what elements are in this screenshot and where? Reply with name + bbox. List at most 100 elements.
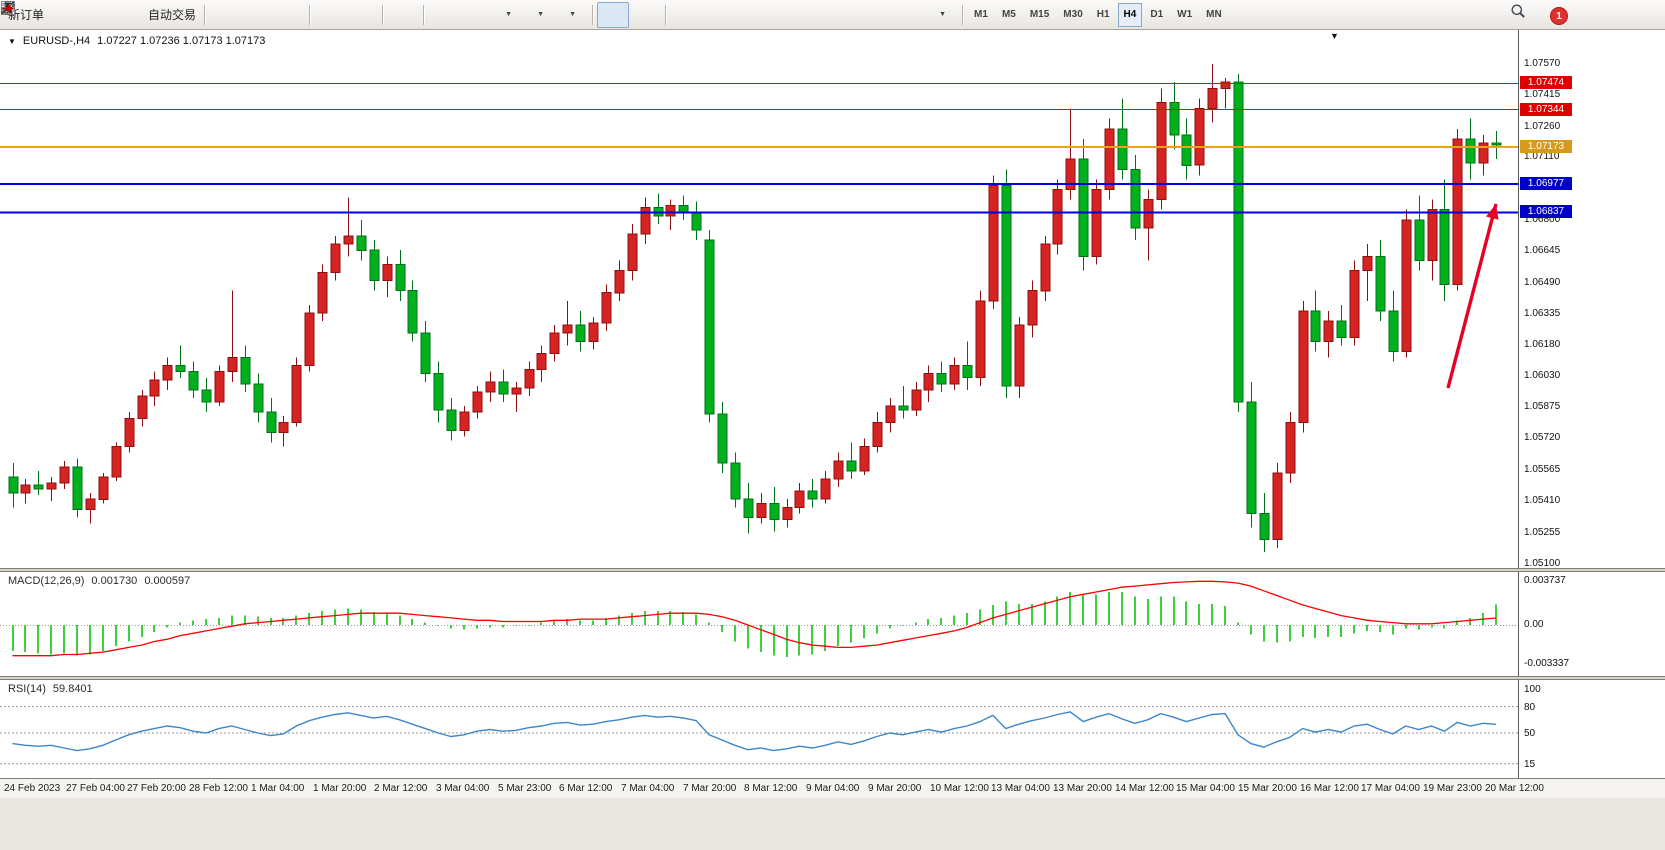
zoom-in-button[interactable] bbox=[2, 2, 346, 28]
candle bbox=[214, 371, 225, 403]
panel-separator[interactable] bbox=[0, 568, 1665, 572]
macd-axis-label: 0.003737 bbox=[1524, 575, 1566, 586]
macd-histogram-bar bbox=[63, 625, 65, 654]
candle bbox=[1272, 472, 1283, 541]
cascade-windows-button[interactable] bbox=[1, 1, 460, 28]
macd-signal-line bbox=[12, 580, 1497, 657]
timeframe-h4-button[interactable]: H4 bbox=[1117, 2, 1143, 27]
search-button[interactable] bbox=[1510, 3, 1542, 29]
indicators-button[interactable]: ▼ bbox=[1, 1, 588, 28]
timeframe-m30-button[interactable]: M30 bbox=[1063, 9, 1083, 20]
candle bbox=[59, 466, 70, 484]
macd-label: MACD(12,26,9) 0.001730 0.000597 bbox=[8, 575, 190, 587]
candle bbox=[1065, 158, 1076, 191]
macd-histogram-bar bbox=[889, 625, 891, 629]
candle bbox=[627, 233, 638, 271]
macd-histogram-bar bbox=[1173, 596, 1175, 625]
arrow-tool-icon bbox=[2, 4, 14, 13]
zoom-out-button[interactable] bbox=[2, 2, 378, 28]
candle bbox=[1362, 255, 1373, 272]
text-button[interactable]: A bbox=[3, 1, 894, 28]
price-axis-label: 1.06030 bbox=[1524, 370, 1561, 381]
candle bbox=[614, 270, 625, 294]
macd-histogram-bar bbox=[1314, 625, 1316, 638]
fibonacci-button[interactable] bbox=[1, 1, 830, 28]
line-chart-button[interactable] bbox=[1, 2, 305, 28]
cursor-button[interactable] bbox=[5, 1, 630, 28]
candle bbox=[911, 389, 922, 411]
candle bbox=[820, 478, 831, 500]
candle bbox=[498, 381, 509, 395]
macd-histogram-bar bbox=[141, 625, 143, 637]
macd-histogram-bar bbox=[850, 625, 852, 643]
macd-histogram-bar bbox=[308, 613, 310, 625]
timeframe-m15-button[interactable]: M15 bbox=[1029, 9, 1050, 20]
macd-histogram-bar bbox=[1456, 620, 1458, 625]
time-axis-label: 27 Feb 04:00 bbox=[66, 783, 125, 794]
chart-menu-caret-icon[interactable]: ▼ bbox=[8, 36, 16, 46]
text-label-button[interactable]: T bbox=[3, 1, 926, 28]
chart-plot-area[interactable] bbox=[0, 30, 1665, 568]
candle bbox=[266, 411, 277, 433]
candle bbox=[343, 235, 354, 245]
macd-histogram-bar bbox=[644, 610, 646, 625]
tile-horizontal-button[interactable] bbox=[1, 1, 492, 28]
macd-histogram-bar bbox=[295, 615, 297, 625]
timeframe-d1-button[interactable]: D1 bbox=[1150, 9, 1164, 20]
candle bbox=[898, 405, 909, 411]
macd-histogram-bar bbox=[1431, 625, 1433, 628]
macd-histogram-bar bbox=[1302, 625, 1304, 637]
macd-histogram-bar bbox=[424, 622, 426, 625]
crosshair-button[interactable] bbox=[1, 1, 661, 28]
candle bbox=[536, 353, 547, 371]
equidistant-channel-button[interactable] bbox=[0, 1, 798, 28]
macd-histogram-bar bbox=[682, 612, 684, 625]
period-button[interactable]: ▼ bbox=[1, 1, 556, 28]
candle bbox=[1156, 102, 1167, 201]
rsi-plot-area[interactable] bbox=[0, 680, 1665, 778]
notification-badge[interactable]: 1 bbox=[1550, 7, 1568, 25]
timeframe-w1-button[interactable]: W1 bbox=[1177, 9, 1193, 20]
market-watch-button[interactable] bbox=[2, 1, 112, 28]
candle bbox=[575, 324, 586, 342]
candle bbox=[98, 476, 109, 500]
timeframe-m1-button[interactable]: M1 bbox=[974, 9, 988, 20]
annotation-arrow[interactable] bbox=[1446, 203, 1498, 389]
timeframe-h1-button[interactable]: H1 bbox=[1096, 9, 1110, 20]
candle bbox=[1310, 310, 1321, 342]
candle bbox=[1117, 128, 1128, 170]
chart-window-button[interactable] bbox=[1, 2, 80, 28]
macd-histogram-bar bbox=[115, 625, 117, 647]
timeframe-m5-button[interactable]: M5 bbox=[1001, 9, 1016, 20]
candle bbox=[175, 365, 186, 373]
trendline-button[interactable] bbox=[1, 1, 766, 28]
tile-windows-button[interactable] bbox=[1, 1, 419, 28]
auto-trading-button[interactable]: 自动交易 bbox=[3, 2, 200, 28]
candle bbox=[188, 371, 199, 391]
macd-histogram-bar bbox=[1108, 592, 1110, 625]
price-axis-label: 1.06800 bbox=[1524, 214, 1561, 225]
time-axis-label: 15 Mar 04:00 bbox=[1176, 783, 1235, 794]
panel-separator[interactable] bbox=[0, 676, 1665, 680]
candle bbox=[1375, 255, 1386, 312]
shapes-button[interactable] bbox=[1, 1, 862, 28]
macd-histogram-bar bbox=[463, 625, 465, 630]
bar-chart-button[interactable] bbox=[2, 2, 241, 28]
arrows-button[interactable]: ▼ bbox=[2, 2, 958, 28]
new-chart-button[interactable]: ▼ bbox=[1, 2, 524, 28]
horizontal-line-button[interactable] bbox=[1, 2, 734, 28]
macd-histogram-bar bbox=[476, 625, 478, 629]
search-icon bbox=[1511, 4, 1525, 18]
candle bbox=[1091, 189, 1102, 257]
navigator-button[interactable] bbox=[1, 1, 144, 28]
candle bbox=[1465, 138, 1476, 164]
macd-histogram-bar bbox=[1353, 625, 1355, 634]
candlestick-chart-button[interactable] bbox=[2, 1, 273, 28]
vertical-line-button[interactable] bbox=[7, 1, 702, 28]
macd-histogram-bar bbox=[837, 625, 839, 647]
macd-histogram-bar bbox=[1095, 594, 1097, 625]
macd-histogram-bar bbox=[373, 612, 375, 625]
macd-plot-area[interactable] bbox=[0, 572, 1665, 676]
timeframe-mn-button[interactable]: MN bbox=[1206, 9, 1222, 20]
